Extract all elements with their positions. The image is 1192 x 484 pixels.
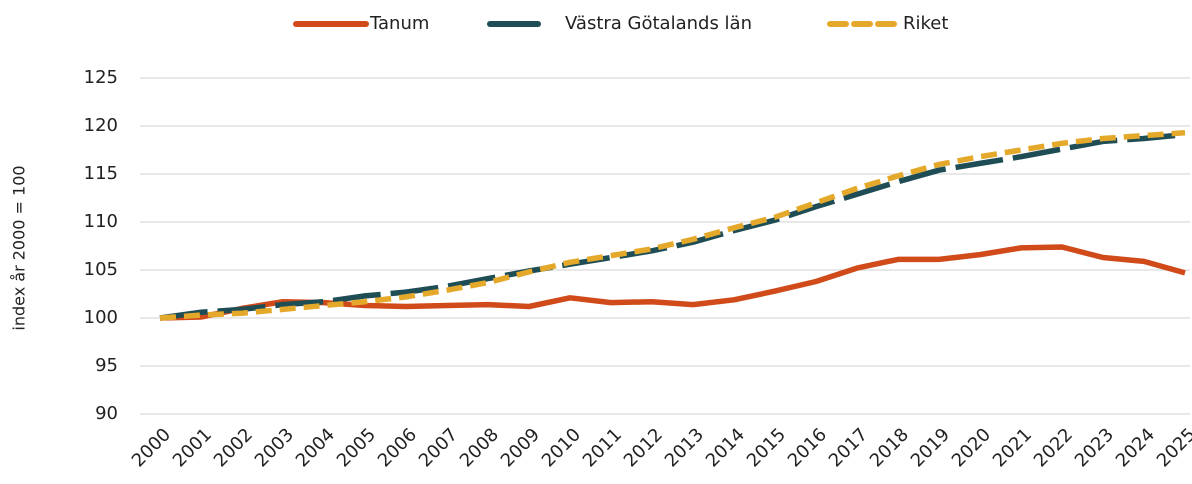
legend-label: Riket	[903, 13, 948, 34]
x-tick-label: 2022	[1030, 424, 1077, 471]
x-tick-label: 2024	[1112, 424, 1159, 471]
x-tick-label: 2012	[620, 424, 667, 471]
x-tick-label: 2006	[374, 424, 421, 471]
x-tick-label: 2016	[784, 424, 831, 471]
legend-label: Västra Götalands län	[565, 13, 752, 34]
x-tick-label: 2014	[702, 424, 749, 471]
legend-label: Tanum	[369, 13, 429, 34]
x-tick-label: 2002	[210, 424, 257, 471]
y-tick-label: 95	[95, 355, 118, 376]
y-tick-label: 110	[84, 211, 118, 232]
x-tick-label: 2001	[169, 424, 216, 471]
x-tick-label: 2013	[661, 424, 708, 471]
x-tick-label: 2020	[948, 424, 995, 471]
x-tick-label: 2004	[292, 424, 339, 471]
x-tick-label: 2011	[579, 424, 626, 471]
y-axis-label: index år 2000 = 100	[10, 165, 29, 330]
x-tick-label: 2009	[497, 424, 544, 471]
x-tick-label: 2005	[333, 424, 380, 471]
x-tick-label: 2003	[251, 424, 298, 471]
x-tick-label: 2023	[1071, 424, 1118, 471]
y-tick-label: 90	[95, 403, 118, 424]
x-tick-label: 2010	[538, 424, 585, 471]
x-tick-label: 2000	[128, 424, 175, 471]
x-tick-label: 2008	[456, 424, 503, 471]
y-tick-label: 125	[84, 67, 118, 88]
x-tick-label: 2007	[415, 424, 462, 471]
x-tick-label: 2018	[866, 424, 913, 471]
series-line	[159, 131, 1186, 321]
y-tick-label: 100	[84, 307, 118, 328]
x-tick-label: 2019	[907, 424, 954, 471]
x-tick-label: 2021	[989, 424, 1036, 471]
x-tick-label: 2015	[743, 424, 790, 471]
x-tick-label: 2017	[825, 424, 872, 471]
series-line	[159, 129, 1186, 321]
x-tick-label: 2025	[1153, 424, 1192, 471]
y-tick-label: 105	[84, 259, 118, 280]
y-tick-label: 120	[84, 115, 118, 136]
y-tick-label: 115	[84, 163, 118, 184]
